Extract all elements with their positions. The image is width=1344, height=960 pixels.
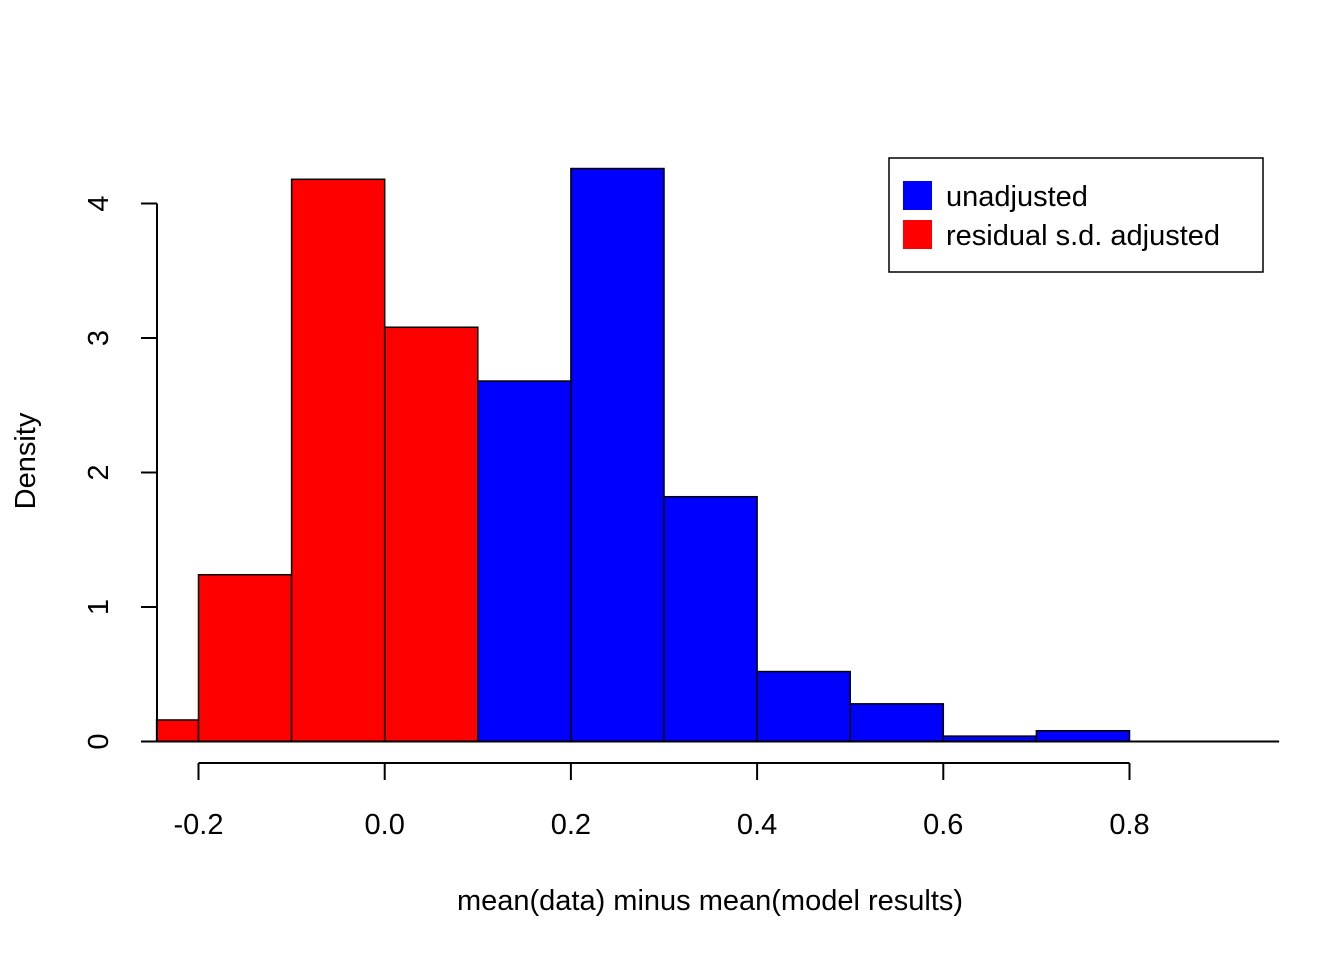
- x-tick-label-3: 0.4: [737, 809, 777, 841]
- bar-unadjusted-7: [849, 703, 945, 743]
- y-tick-label-3: 3: [83, 330, 115, 346]
- bar-unadjusted-9: [1035, 729, 1131, 743]
- bar-unadjusted-5: [663, 495, 758, 743]
- x-tick-label-5: 0.8: [1109, 809, 1149, 841]
- bar-unadjusted-4: [570, 167, 665, 743]
- x-axis-label: mean(data) minus mean(model results): [457, 885, 963, 917]
- bar-unadjusted-3: [477, 380, 572, 743]
- y-tick-label-0: 0: [83, 733, 115, 749]
- legend: unadjusted residual s.d. adjusted: [888, 157, 1264, 273]
- x-tick-label-0: -0.2: [174, 809, 224, 841]
- y-tick-label-1: 1: [83, 599, 115, 615]
- legend-box: [888, 157, 1264, 273]
- legend-label-adjusted: residual s.d. adjusted: [946, 220, 1220, 252]
- series-adjusted-bars: [155, 178, 479, 743]
- y-tick-label-2: 2: [83, 464, 115, 480]
- x-tick-label-4: 0.6: [923, 809, 963, 841]
- y-axis: 0 1 2 3 4: [83, 195, 158, 750]
- legend-label-unadjusted: unadjusted: [946, 181, 1088, 213]
- x-tick-label-1: 0.0: [365, 809, 405, 841]
- bar-unadjusted-6: [756, 670, 851, 743]
- y-tick-label-4: 4: [83, 195, 115, 211]
- bar-residual-s-d-adjusted-1: [197, 573, 293, 743]
- y-axis-label: Density: [10, 412, 42, 509]
- legend-swatch-adjusted: [903, 220, 932, 249]
- series-unadjusted-bars: [197, 167, 1224, 743]
- x-tick-label-2: 0.2: [551, 809, 591, 841]
- bar-residual-s-d-adjusted-3: [383, 326, 479, 743]
- bar-residual-s-d-adjusted-2: [290, 178, 386, 743]
- x-axis: -0.2 0.0 0.2 0.4 0.6 0.8: [174, 762, 1150, 841]
- legend-swatch-unadjusted: [903, 181, 932, 210]
- bar-residual-s-d-adjusted-0: [155, 719, 200, 743]
